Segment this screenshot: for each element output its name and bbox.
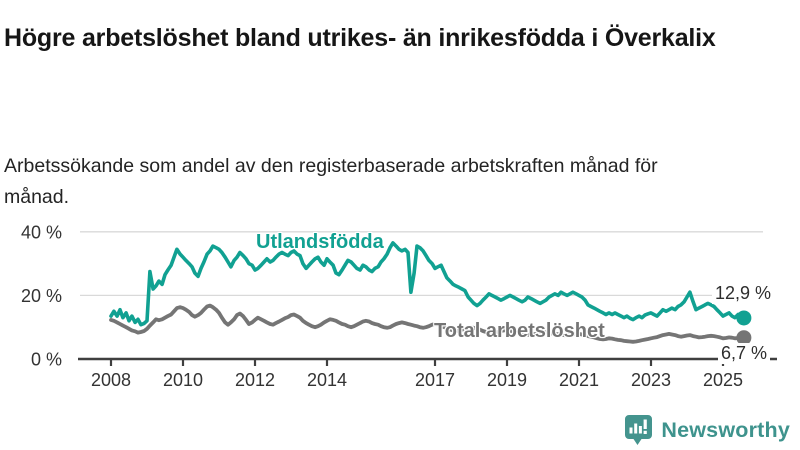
x-axis-tick-label: 2023 (631, 370, 671, 390)
x-axis-tick-label: 2014 (307, 370, 347, 390)
line-chart: 0 % 20 % 40 % 2008 2010 2012 2014 2017 2019 2021 2… (21, 222, 777, 390)
newsworthy-bubble-chart-icon (625, 415, 653, 445)
x-axis-tick-label: 2017 (415, 370, 455, 390)
y-axis-tick-label: 0 % (31, 350, 62, 370)
series-label-total-arbetsloshet: Total arbetslöshet (434, 320, 605, 342)
x-axis-tick-label: 2025 (703, 370, 743, 390)
newsworthy-logo-link[interactable]: Newsworthy (624, 412, 790, 448)
y-axis-tick-label: 20 % (21, 286, 62, 306)
x-axis-tick-label: 2021 (559, 370, 599, 390)
page-title: Högre arbetslöshet bland utrikes- än inr… (4, 23, 716, 52)
series-label-utlandsfodda: Utlandsfödda (256, 231, 384, 253)
x-axis-tick-label: 2008 (91, 370, 131, 390)
end-value-label-total: 6,7 % (717, 343, 770, 364)
x-axis-tick-label: 2010 (163, 370, 203, 390)
series-line-total-arbetsl-shet (109, 303, 746, 344)
y-axis-tick-label: 40 % (21, 222, 62, 242)
series-line-utlandsf-dda (109, 241, 746, 327)
series-end-dot (736, 330, 752, 346)
x-axis-tick-label: 2019 (487, 370, 527, 390)
x-axis-tick-label: 2012 (235, 370, 275, 390)
newsworthy-logo-text: Newsworthy (661, 417, 790, 442)
chart-subtitle: Arbetssökande som andel av den registerb… (4, 154, 658, 208)
end-value-label-utlandsfodda: 12,9 % (711, 283, 774, 304)
series-end-dot (736, 310, 752, 326)
